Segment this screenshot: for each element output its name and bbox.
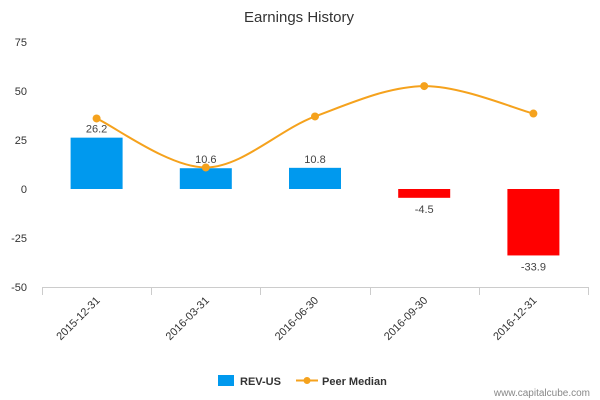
- peer-median-series: [92, 82, 538, 172]
- peer-median-point[interactable]: [201, 163, 210, 172]
- bar-data-label: 10.6: [195, 154, 216, 166]
- x-tick-label: 2015-12-31: [54, 295, 102, 343]
- bar[interactable]: [398, 189, 451, 198]
- x-tick-label: 2016-12-31: [491, 295, 539, 343]
- watermark: www.capitalcube.com: [493, 388, 590, 399]
- bar-data-label: -4.5: [415, 204, 434, 216]
- peer-median-point[interactable]: [311, 112, 319, 121]
- y-tick-label: -50: [11, 282, 27, 294]
- bar-data-label: 26.2: [86, 124, 107, 136]
- peer-median-point[interactable]: [92, 114, 101, 123]
- bar[interactable]: [70, 137, 123, 189]
- x-tick-label: 2016-06-30: [273, 295, 321, 343]
- y-tick-label: 0: [21, 184, 27, 196]
- legend-bar-swatch: [218, 375, 234, 386]
- x-tick-label: 2016-09-30: [382, 295, 430, 343]
- axes: 75 50 25 0 -25 -50 2015-12-31 2016-03-31 2016-06…: [11, 37, 589, 343]
- peer-median-point[interactable]: [529, 109, 538, 118]
- legend-item-peer-median[interactable]: Peer Median: [322, 376, 387, 388]
- y-tick-label: 75: [15, 37, 27, 49]
- x-tick-label: 2016-03-31: [164, 295, 212, 343]
- bar-data-label: 10.8: [304, 154, 325, 166]
- data-labels: 26.2 10.6 10.8 -4.5 -33.9: [86, 124, 546, 274]
- legend[interactable]: REV-US Peer Median: [218, 375, 387, 388]
- bar[interactable]: [289, 167, 341, 189]
- bar-data-label: -33.9: [521, 261, 546, 273]
- legend-item-rev-us[interactable]: REV-US: [240, 376, 281, 388]
- y-tick-label: 25: [15, 135, 27, 147]
- chart-title: Earnings History: [244, 9, 355, 26]
- bar[interactable]: [507, 189, 560, 256]
- peer-median-point[interactable]: [420, 82, 429, 91]
- bar-series: [70, 137, 560, 256]
- y-tick-label: -25: [11, 233, 27, 245]
- bar[interactable]: [179, 168, 232, 189]
- legend-line-marker: [303, 377, 311, 384]
- y-tick-label: 50: [15, 86, 27, 98]
